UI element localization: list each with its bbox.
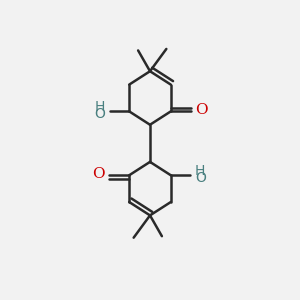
Text: H: H <box>95 100 105 114</box>
Text: O: O <box>196 103 208 117</box>
Text: O: O <box>92 167 104 181</box>
Text: H: H <box>195 164 205 178</box>
Text: O: O <box>94 107 105 121</box>
Text: O: O <box>195 171 206 185</box>
